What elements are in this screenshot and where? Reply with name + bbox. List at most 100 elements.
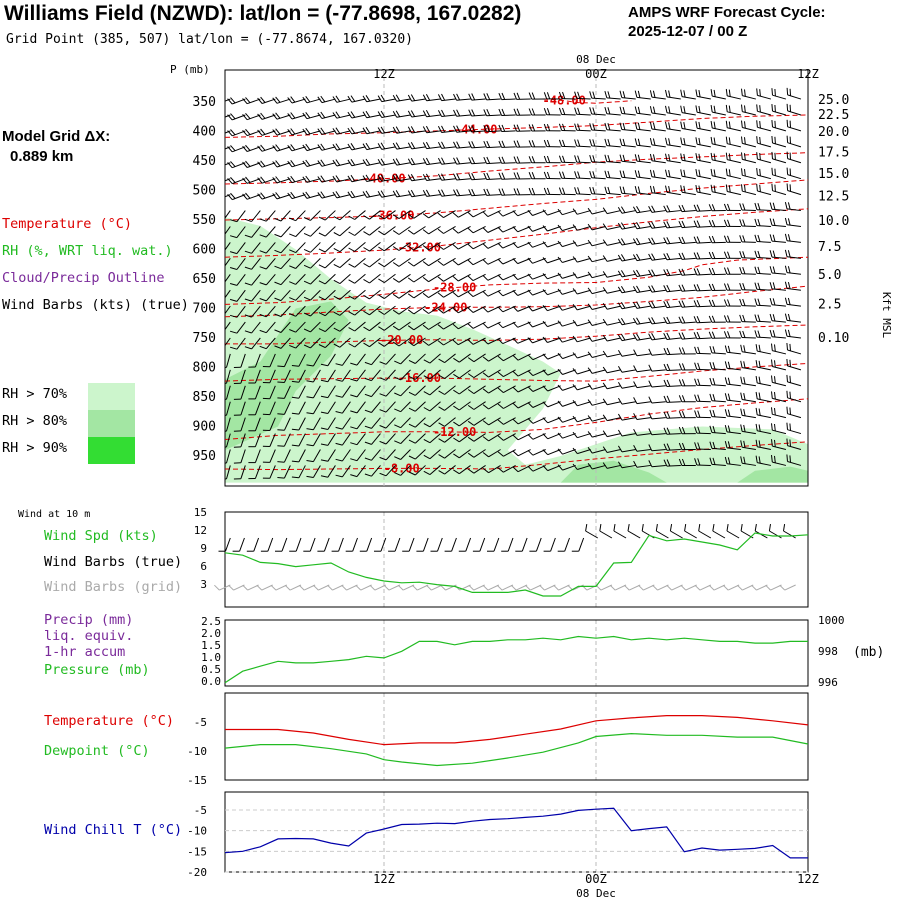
- profile-wind-barb: [651, 257, 666, 261]
- profile-wind-barb: [459, 401, 471, 411]
- profile-wind-barb-flag: [452, 228, 459, 234]
- profile-wind-barb-flag: [678, 426, 683, 434]
- profile-wind-barb-flag: [577, 139, 581, 147]
- windchill-line: [224, 807, 808, 859]
- profile-wind-barb-flag: [633, 365, 638, 372]
- profile-wind-barb-flag: [620, 238, 626, 245]
- profile-wind-barb-flag: [229, 267, 238, 270]
- profile-wind-barb-flag: [229, 235, 238, 239]
- true-wind-barb: [670, 530, 683, 539]
- profile-wind-barb-flag: [456, 93, 461, 101]
- profile-wind-barb-flag: [452, 339, 459, 346]
- profile-wind-barb: [666, 385, 681, 387]
- profile-wind-barb: [666, 321, 681, 324]
- profile-wind-barb-flag: [771, 455, 773, 463]
- temperature-contour-line: [225, 114, 808, 138]
- profile-wind-barb: [265, 321, 276, 334]
- profile-wind-barb-flag: [542, 369, 549, 376]
- grid-wind-barb-flag: [680, 584, 687, 591]
- profile-wind-barb: [636, 401, 651, 405]
- profile-wind-barb: [321, 114, 336, 119]
- grid-wind-barb-flag: [298, 584, 305, 591]
- profile-wind-barb-flag: [713, 105, 716, 113]
- profile-wind-barb-flag: [708, 220, 713, 227]
- profile-wind-barb-flag: [305, 191, 311, 198]
- profile-wind-barb: [606, 210, 621, 215]
- profile-wind-barb: [532, 241, 546, 248]
- profile-wind-barb-flag: [471, 141, 476, 148]
- profile-wind-barb: [385, 417, 396, 429]
- profile-wind-barb-flag: [306, 460, 314, 463]
- profile-wind-barb-flag: [711, 267, 716, 275]
- profile-wind-barb: [697, 175, 711, 180]
- profile-wind-barb-flag: [305, 96, 311, 103]
- profile-wind-barb: [339, 305, 351, 316]
- height-tick-label: 7.5: [818, 240, 841, 255]
- profile-wind-barb-flag: [350, 410, 358, 414]
- profile-wind-barb: [532, 210, 546, 216]
- profile-wind-barb-flag: [379, 361, 387, 365]
- profile-wind-barb-flag: [335, 442, 343, 446]
- profile-wind-barb: [473, 465, 486, 474]
- profile-wind-barb-flag: [744, 184, 746, 193]
- profile-wind-barb: [592, 385, 606, 390]
- profile-wind-barb: [472, 241, 486, 250]
- profile-wind-barb-flag: [697, 442, 701, 450]
- profile-wind-barb-flag: [348, 311, 355, 316]
- profile-wind-barb: [232, 162, 246, 169]
- profile-wind-barb: [444, 385, 456, 395]
- profile-wind-barb-flag: [742, 267, 746, 275]
- profile-wind-barb-flag: [438, 406, 445, 411]
- profile-wind-barb: [443, 337, 456, 346]
- profile-wind-barb-flag: [666, 427, 671, 435]
- pressure-unit-label: (mb): [853, 645, 884, 660]
- profile-wind-barb-flag: [287, 113, 293, 120]
- profile-wind-barb-flag: [303, 280, 311, 285]
- profile-wind-barb-flag: [772, 250, 776, 258]
- profile-wind-barb-flag: [681, 426, 686, 434]
- profile-wind-barb: [681, 128, 696, 132]
- profile-wind-barb-flag: [365, 174, 371, 182]
- profile-wind-barb-flag: [739, 330, 743, 338]
- profile-wind-barb-flag: [602, 318, 608, 326]
- profile-wind-barb: [276, 178, 291, 184]
- profile-wind-barb-flag: [558, 171, 563, 179]
- profile-wind-barb-flag: [483, 93, 488, 101]
- profile-wind-barb-flag: [651, 253, 656, 261]
- profile-wind-barb-flag: [244, 250, 252, 254]
- true-wind-barb: [521, 537, 528, 552]
- profile-wind-barb: [396, 146, 411, 150]
- profile-wind-barb: [426, 98, 441, 102]
- grid-wind-barb-flag: [383, 584, 390, 591]
- profile-wind-barb-flag: [501, 92, 506, 100]
- profile-wind-barb-flag: [651, 317, 656, 324]
- profile-wind-barb: [547, 353, 561, 360]
- profile-wind-barb: [681, 143, 696, 148]
- profile-wind-barb-flag: [742, 219, 746, 227]
- profile-wind-barb-flag: [272, 193, 278, 200]
- profile-wind-barb-flag: [290, 96, 296, 103]
- profile-wind-barb-flag: [380, 174, 386, 181]
- profile-wind-barb: [577, 257, 591, 263]
- profile-wind-barb: [236, 210, 246, 223]
- profile-wind-barb-flag: [755, 407, 758, 415]
- profile-wind-barb: [283, 449, 291, 463]
- profile-wind-barb-flag: [408, 391, 416, 396]
- profile-wind-barb: [697, 127, 711, 132]
- profile-wind-barb-flag: [225, 398, 227, 400]
- profile-wind-barb: [636, 464, 651, 468]
- profile-wind-barb-flag: [665, 105, 668, 113]
- profile-wind-barb-flag: [482, 356, 489, 362]
- profile-wind-barb: [577, 401, 591, 407]
- profile-wind-barb-flag: [482, 211, 489, 217]
- profile-wind-barb-flag: [467, 211, 474, 218]
- profile-wind-barb: [426, 130, 441, 134]
- profile-wind-barb-flag: [574, 91, 578, 99]
- profile-wind-barb: [246, 98, 261, 105]
- profile-wind-barb: [456, 162, 471, 165]
- profile-wind-barb: [786, 256, 801, 259]
- profile-wind-barb: [413, 273, 426, 283]
- profile-wind-barb-flag: [320, 127, 326, 134]
- profile-wind-barb-flag: [482, 243, 489, 249]
- profile-wind-barb-flag: [482, 291, 489, 297]
